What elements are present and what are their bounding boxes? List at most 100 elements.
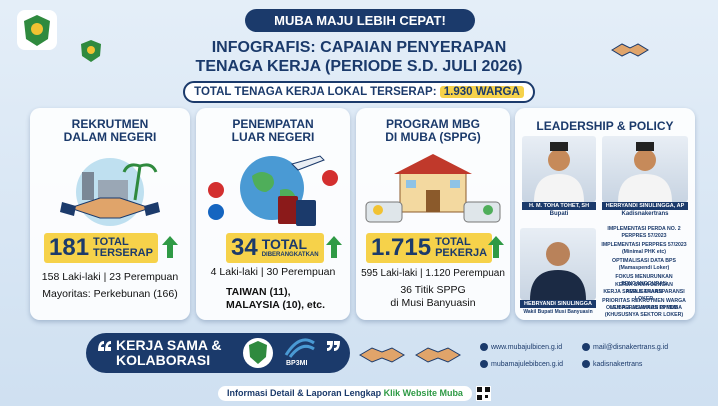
bottom-bar: Informasi Detail & Laporan Lengkap Klik …	[218, 386, 472, 401]
website-link[interactable]: Klik Website Muba	[383, 388, 463, 398]
stat-number: 181	[49, 234, 90, 261]
card-title: PENEMPATAN LUAR NEGERI	[196, 118, 350, 144]
detail: 158 Laki-laki | 23 Perempuan	[41, 271, 179, 283]
policy: IMPLEMENTASI PERPRES 57/2023	[601, 242, 687, 248]
unit-line: TOTAL	[435, 236, 471, 248]
person-role: Wakil Bupati Musi Banyuasin	[523, 309, 593, 315]
card: REKRUTMEN DALAM NEGERI 181 TOTAL TERSERAP 1…	[30, 108, 190, 320]
title-line: DI MUBA (SPPG)	[385, 130, 481, 144]
policy: KERJA SAMA & TRANSPARANSI LOKER	[603, 289, 685, 302]
banner: MUBA MAJU LEBIH CEPAT!	[245, 9, 475, 32]
icon	[480, 343, 488, 351]
title: INFOGRAFIS: CAPAIAN PENYERAPAN TENAGA KE…	[0, 38, 718, 76]
unit-line: TOTAL	[261, 236, 308, 252]
contact-text: mubamajulebibcen.g.id	[491, 360, 563, 368]
detail: 4 Laki-laki | 30 Perempuan	[210, 266, 336, 278]
detail: di Musi Banyuasin	[390, 297, 476, 309]
title-line: PROGRAM MBG	[386, 117, 480, 131]
photo	[522, 136, 596, 202]
detail: Mayoritas: Perkebunan (166)	[42, 288, 178, 300]
contact: kadisnakertrans	[582, 360, 642, 368]
qr-code	[476, 386, 491, 401]
icon	[480, 360, 488, 368]
stat-number: 1.715	[371, 234, 432, 261]
portrait	[534, 142, 584, 202]
unit-line: DIBERANGKATKAN	[261, 252, 319, 258]
unit-line: TOTAL	[93, 236, 129, 248]
stat-unit: TOTAL DIBERANGKATKAN	[262, 237, 319, 259]
policy: FOKUS MENURUNKAN PENGANGGURAN	[615, 274, 673, 287]
slogan-line: KOLABORASI	[116, 352, 211, 368]
slogan-line: KERJA SAMA &	[116, 337, 222, 353]
contact-text: mail@disnakertrans.g.id	[593, 343, 669, 351]
policy: (Mamaspendi Loker)	[618, 265, 670, 271]
contact: mail@disnakertrans.g.id	[582, 343, 668, 351]
total-label: TOTAL TENAGA KERJA LOKAL TERSERAP:	[194, 86, 437, 98]
handshake-icon	[611, 43, 649, 57]
illustration	[60, 158, 160, 226]
policy: OLEH PERUSAHAAN DI MUBA (KHUSUSNYA SEKTO…	[604, 305, 684, 318]
title-line: DALAM NEGERI	[63, 130, 157, 144]
person-role: Bupati	[549, 211, 569, 217]
detail: 595 Laki-laki | 1.120 Perempuan	[361, 268, 505, 279]
logo	[17, 10, 57, 50]
contact: mubamajulebibcen.g.id	[480, 360, 563, 368]
stat-number: 34	[231, 234, 258, 261]
total-value: 1.930 WARGA	[439, 86, 524, 98]
portrait	[618, 142, 672, 202]
stat-unit: TOTAL PEKERJA	[435, 237, 487, 259]
card: PENEMPATAN LUAR NEGERI 34 TOTAL DIBERANGKAT…	[196, 108, 350, 320]
slogan-pill: KERJA SAMA & KOLABORASI BP3MI	[86, 333, 350, 373]
policy: OPTIMALISASI DATA BPS	[612, 258, 676, 264]
illustration	[208, 155, 338, 226]
stat-box: 1.715 TOTAL PEKERJA	[366, 233, 493, 263]
unit-line: PEKERJA	[435, 247, 488, 259]
person-name: HEBRYANDI SINULINGGA	[520, 300, 596, 308]
emblem	[81, 40, 101, 62]
icon	[582, 343, 590, 351]
up-arrow	[162, 236, 178, 258]
stat-box: 34 TOTAL DIBERANGKATKAN	[226, 233, 324, 263]
photo	[602, 136, 688, 202]
policy: (Minimal PHK etc)	[621, 249, 667, 255]
logo	[243, 338, 273, 368]
contact: www.mubajulbicen.g.id	[480, 343, 562, 351]
up-arrow	[488, 236, 504, 258]
person-role: Kadisnakertrans	[621, 211, 669, 217]
card: PROGRAM MBG DI MUBA (SPPG) 1.715 TOTAL PEKE…	[356, 108, 510, 320]
portrait	[530, 242, 586, 300]
contact-text: kadisnakertrans	[593, 360, 643, 368]
title-line: PENEMPATAN	[232, 117, 314, 131]
slogan: KERJA SAMA & KOLABORASI	[116, 338, 222, 368]
up-arrow	[326, 236, 342, 258]
policy: IMPLEMENTASI PERDA NO. 2 PERPRES 57/2023	[607, 226, 681, 239]
partner-name: BP3MI	[286, 360, 308, 367]
title-line: LUAR NEGERI	[231, 130, 315, 144]
stat-unit: TOTAL TERSERAP	[93, 237, 153, 259]
total-pill: TOTAL TENAGA KERJA LOKAL TERSERAP: 1.930…	[183, 81, 535, 103]
detail: 36 Titik SPPG	[400, 284, 466, 296]
person-name: H. M. TOHA TOHET, SH	[522, 202, 596, 210]
detail: TAIWAN (11),	[226, 286, 291, 298]
title-line: TENAGA KERJA (PERIODE S.D. JULI 2026)	[195, 58, 523, 75]
handshake-icons	[359, 347, 461, 363]
quote-mark	[327, 341, 340, 351]
title-line: INFOGRAFIS: CAPAIAN PENYERAPAN	[211, 39, 507, 56]
card-title: LEADERSHIP & POLICY	[536, 119, 674, 133]
title-line: REKRUTMEN	[71, 117, 149, 131]
illustration	[365, 154, 501, 223]
card-title: REKRUTMEN DALAM NEGERI	[30, 118, 190, 144]
detail: MALAYSIA (10), etc.	[226, 299, 325, 311]
photo	[520, 228, 596, 300]
contact-text: www.mubajulbicen.g.id	[491, 343, 563, 351]
quote-mark	[98, 341, 111, 351]
icon	[582, 360, 590, 368]
bp3mi-logo	[284, 338, 315, 358]
stat-box: 181 TOTAL TERSERAP	[44, 233, 158, 263]
bottom-text: Informasi Detail & Laporan Lengkap	[227, 388, 382, 398]
person-name: HERRYANDI SINULINGGA, AP	[602, 202, 688, 210]
policy: PRIORITAS REKRUTMEN WARGA MUBA & ALUMNUS…	[602, 298, 686, 311]
unit-line: TERSERAP	[93, 247, 153, 259]
card-title: PROGRAM MBG DI MUBA (SPPG)	[356, 118, 510, 144]
